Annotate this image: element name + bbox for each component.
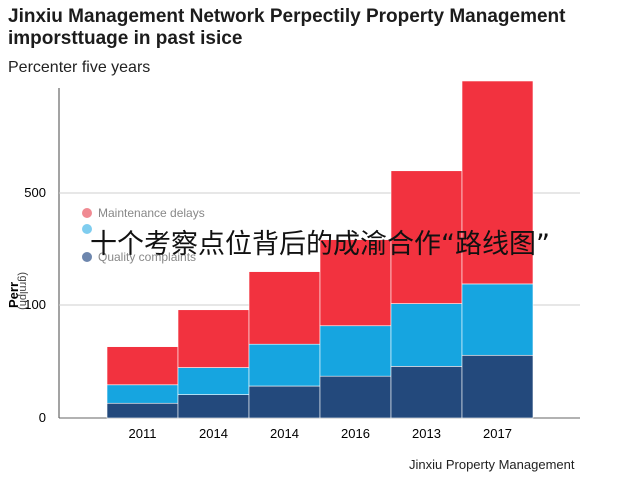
bar-segment-series-1 [177,367,250,395]
chart-title: Jinxiu Management Network Perpectily Pro… [8,6,566,49]
x-tick-label: 2017 [483,426,512,441]
x-tick-label: 2016 [341,426,370,441]
y-axis-label-secondary: (grnlpn) [17,272,29,310]
bar-segment-maintenance-delays [319,239,392,327]
y-tick-label: 0 [39,410,46,425]
bar-segment-maintenance-delays [248,271,321,345]
chart-subtitle: Percenter five years [8,59,151,76]
y-axis-label: Perr [6,282,21,308]
bars-group [106,80,534,419]
legend-label: Maintenance delays [98,206,205,220]
legend-swatch-series-2 [82,224,92,234]
y-tick-label: 500 [24,185,46,200]
bar-segment-series-1 [248,343,321,387]
bar-segment-maintenance-delays [461,80,534,285]
y-tick-label: 100 [24,297,46,312]
x-tick-label: 2013 [412,426,441,441]
x-tick-label: 2014 [270,426,299,441]
x-tick-label: 2011 [129,426,157,441]
bar-segment-maintenance-delays [177,309,250,368]
bar-segment-series-1 [390,303,463,367]
bar-segment-series-1 [461,283,534,356]
bar-segment-maintenance-delays [106,346,179,386]
bar-segment-quality-complaints [319,375,392,419]
bar-segment-quality-complaints [177,394,250,419]
legend: Maintenance delays Quality complaints [66,200,264,268]
x-tick-label: 2014 [199,426,228,441]
bar-segment-quality-complaints [248,385,321,419]
bar-segment-quality-complaints [106,402,179,419]
legend-swatch-quality [82,252,92,262]
bar-segment-maintenance-delays [390,170,463,304]
bar-segment-series-1 [106,384,179,404]
bar-segment-quality-complaints [461,354,534,419]
x-ticks-group: 2011 2014 2014 2016 2013 2017 [129,426,512,441]
legend-label: Quality complaints [98,250,196,264]
legend-swatch-maintenance [82,208,92,218]
source-footer: Jinxiu Property Management [409,457,575,472]
bar-segment-quality-complaints [390,366,463,419]
bar-segment-series-1 [319,325,392,377]
